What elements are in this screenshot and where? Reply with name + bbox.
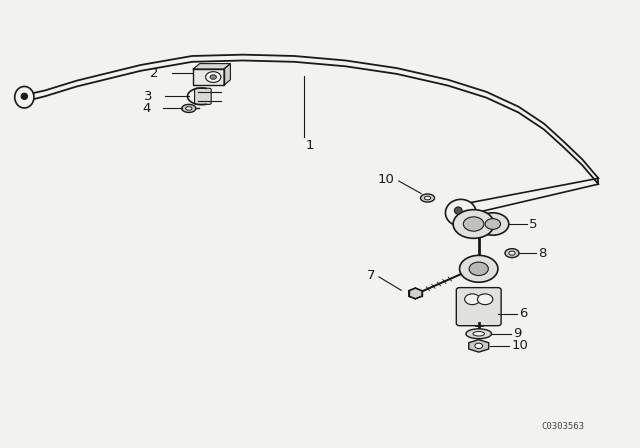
FancyBboxPatch shape <box>193 69 224 85</box>
Circle shape <box>205 72 221 82</box>
Ellipse shape <box>21 93 28 99</box>
Ellipse shape <box>505 249 519 258</box>
Circle shape <box>210 75 216 79</box>
Ellipse shape <box>15 86 34 108</box>
Ellipse shape <box>473 332 484 336</box>
Text: C0303563: C0303563 <box>541 422 585 431</box>
Circle shape <box>477 294 493 305</box>
Circle shape <box>465 294 480 305</box>
Ellipse shape <box>509 251 515 255</box>
Circle shape <box>453 210 494 238</box>
Text: 10: 10 <box>511 339 528 353</box>
Text: 6: 6 <box>519 307 527 320</box>
FancyBboxPatch shape <box>456 288 501 326</box>
Circle shape <box>477 213 509 235</box>
Ellipse shape <box>182 104 196 112</box>
Text: 4: 4 <box>142 102 150 115</box>
Polygon shape <box>224 64 230 85</box>
Text: 3: 3 <box>144 90 152 103</box>
Text: 2: 2 <box>150 67 159 80</box>
Text: 8: 8 <box>538 246 547 260</box>
Ellipse shape <box>424 196 431 200</box>
Polygon shape <box>468 340 489 352</box>
Text: 10: 10 <box>378 172 394 186</box>
Polygon shape <box>193 64 230 69</box>
Circle shape <box>469 262 488 276</box>
FancyBboxPatch shape <box>195 88 211 104</box>
Text: 9: 9 <box>513 327 521 340</box>
Circle shape <box>460 255 498 282</box>
Ellipse shape <box>420 194 435 202</box>
Circle shape <box>463 217 484 231</box>
Polygon shape <box>409 288 422 299</box>
Ellipse shape <box>454 207 462 214</box>
Circle shape <box>475 343 483 349</box>
Ellipse shape <box>186 107 192 110</box>
Ellipse shape <box>466 329 492 339</box>
Circle shape <box>485 219 500 229</box>
Ellipse shape <box>445 199 476 226</box>
Text: 7: 7 <box>367 269 376 282</box>
Text: 1: 1 <box>306 139 314 152</box>
Text: 5: 5 <box>529 217 537 231</box>
